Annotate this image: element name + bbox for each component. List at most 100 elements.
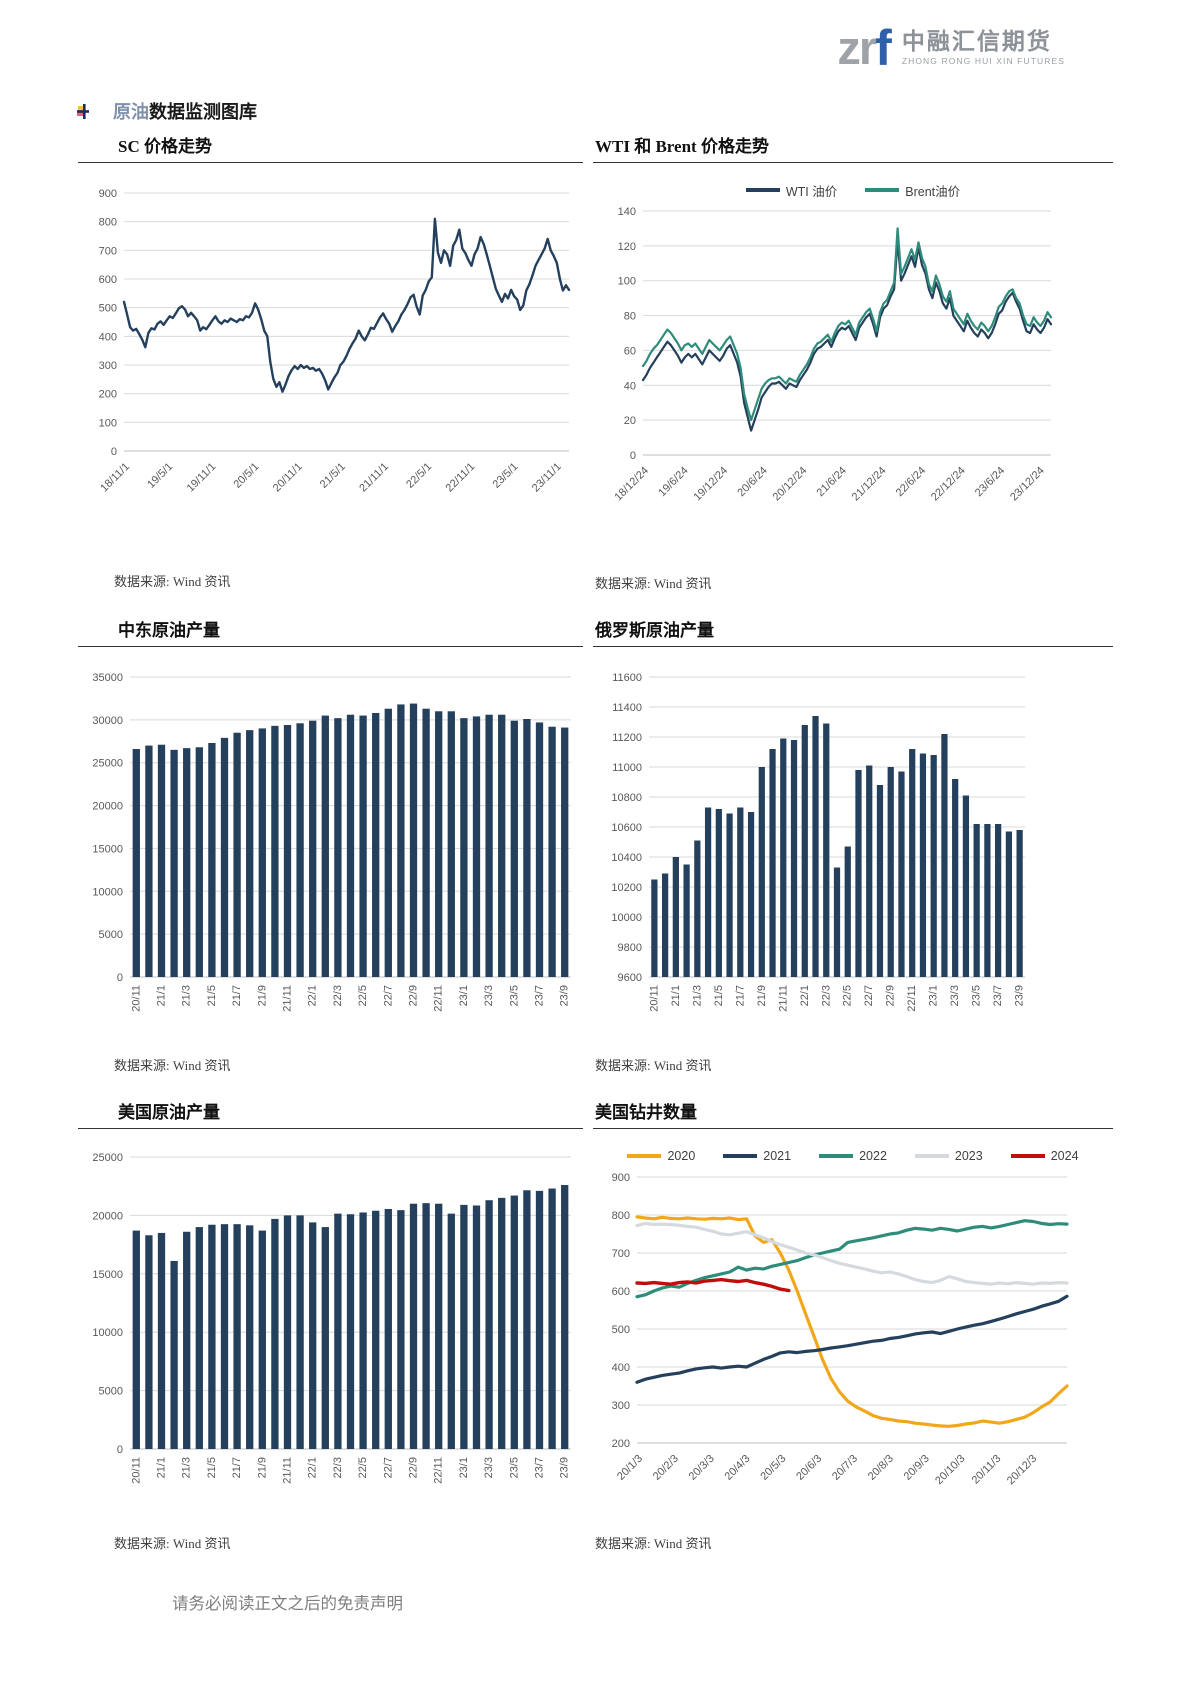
svg-text:5000: 5000 [99, 1386, 123, 1398]
svg-text:22/3: 22/3 [332, 985, 344, 1006]
svg-text:11400: 11400 [612, 702, 642, 714]
svg-text:23/12/24: 23/12/24 [1008, 465, 1047, 504]
svg-text:30000: 30000 [92, 715, 123, 727]
legend-label: WTI 油价 [785, 184, 838, 199]
svg-text:23/7: 23/7 [534, 1457, 546, 1478]
svg-text:22/11: 22/11 [433, 985, 445, 1012]
legend-item: 2022 [819, 1149, 887, 1163]
disclaimer-text: 请务必阅读正文之后的免责声明 [172, 1594, 403, 1613]
middle-east-production-chart: 0 5000 10000 15000 20000 25000 30000 35000 20/11… [78, 663, 583, 1033]
svg-text:21/3: 21/3 [691, 985, 703, 1006]
legend-item: Brent油价 [865, 181, 960, 200]
anchor-bullet-icon [76, 103, 91, 119]
svg-text:700: 700 [99, 245, 117, 257]
svg-text:25000: 25000 [92, 758, 123, 770]
svg-text:20/6/3: 20/6/3 [794, 1453, 824, 1483]
legend: WTI 油价 Brent油价 [593, 179, 1113, 201]
svg-text:20/1/3: 20/1/3 [615, 1453, 645, 1483]
svg-text:20/11/1: 20/11/1 [271, 461, 305, 495]
svg-text:23/5: 23/5 [508, 985, 520, 1006]
svg-text:22/5/1: 22/5/1 [404, 461, 434, 491]
svg-text:600: 600 [99, 274, 117, 286]
us-production-chart: 0 5000 10000 15000 20000 25000 20/11 21/1 21/3 21… [78, 1145, 583, 1505]
svg-text:22/5: 22/5 [842, 985, 854, 1006]
data-source: 数据来源: Wind 资讯 [114, 1536, 231, 1551]
svg-text:21/5: 21/5 [206, 985, 218, 1006]
legend-label: 2021 [763, 1149, 792, 1163]
svg-text:20/4/3: 20/4/3 [723, 1453, 753, 1483]
svg-text:21/1: 21/1 [670, 985, 682, 1006]
svg-text:20/11: 20/11 [130, 1457, 142, 1484]
title-divider [593, 646, 1113, 647]
chart-title: 美国原油产量 [118, 1103, 220, 1122]
svg-text:22/11: 22/11 [906, 985, 918, 1012]
svg-text:10200: 10200 [611, 882, 642, 894]
svg-text:19/5/1: 19/5/1 [145, 461, 175, 491]
data-source: 数据来源: Wind 资讯 [595, 1058, 712, 1073]
svg-text:35000: 35000 [92, 672, 123, 684]
svg-text:800: 800 [99, 217, 117, 229]
svg-text:21/11/1: 21/11/1 [357, 461, 391, 495]
svg-text:22/5: 22/5 [357, 985, 369, 1006]
legend-label: 2022 [859, 1149, 887, 1163]
svg-text:21/11: 21/11 [282, 985, 294, 1012]
legend-item: 2020 [627, 1149, 695, 1163]
svg-text:100: 100 [99, 417, 117, 429]
svg-text:600: 600 [612, 1286, 630, 1298]
svg-text:20: 20 [624, 415, 636, 427]
svg-text:120: 120 [618, 241, 636, 253]
us-production-cell: 美国原油产量 0 5000 10000 15000 20000 25000 20/11 21/… [78, 1098, 583, 1552]
company-name-en: ZHONG RONG HUI XIN FUTURES [901, 56, 1065, 66]
svg-text:200: 200 [99, 389, 117, 401]
company-name-cn: 中融汇信期货 [901, 28, 1052, 54]
title-divider [78, 162, 583, 163]
svg-text:22/7: 22/7 [382, 1457, 394, 1478]
svg-text:21/3: 21/3 [181, 1457, 193, 1478]
svg-text:21/3: 21/3 [181, 985, 193, 1006]
svg-text:0: 0 [117, 1444, 123, 1456]
svg-text:40: 40 [624, 380, 636, 392]
svg-text:10000: 10000 [92, 886, 123, 898]
svg-text:21/5: 21/5 [206, 1457, 218, 1478]
svg-text:10400: 10400 [611, 852, 642, 864]
svg-text:20/12/24: 20/12/24 [771, 465, 810, 504]
svg-text:18/12/24: 18/12/24 [612, 465, 651, 504]
svg-text:23/5/1: 23/5/1 [490, 461, 520, 491]
svg-text:200: 200 [612, 1438, 630, 1450]
svg-text:21/12/24: 21/12/24 [850, 465, 889, 504]
svg-text:10000: 10000 [611, 912, 642, 924]
legend-swatch [914, 1154, 949, 1158]
legend-swatch [627, 1154, 662, 1158]
wti-brent-chart: 0 20 40 60 80 100 120 140 18/12/24 19/6/24 19/12/2… [593, 203, 1113, 533]
page-title-rest: 数据监测图库 [149, 102, 257, 122]
legend-swatch [745, 188, 780, 192]
svg-text:19/12/24: 19/12/24 [692, 465, 731, 504]
svg-text:20/11: 20/11 [648, 985, 660, 1012]
svg-text:23/1: 23/1 [458, 985, 470, 1006]
svg-text:21/11: 21/11 [777, 985, 789, 1012]
svg-text:20/8/3: 20/8/3 [866, 1453, 896, 1483]
title-divider [593, 1128, 1113, 1129]
svg-text:21/7: 21/7 [231, 1457, 243, 1478]
svg-text:20000: 20000 [92, 1210, 123, 1222]
section-heading: 原油 数据监测图库 [76, 98, 1190, 124]
svg-text:23/3: 23/3 [483, 985, 495, 1006]
sc-price-chart: 0 100 200 300 400 500 600 700 800 900 18/11/1 19/5/… [78, 179, 583, 531]
svg-text:400: 400 [612, 1362, 630, 1374]
svg-text:23/9: 23/9 [559, 1457, 571, 1478]
svg-text:23/5: 23/5 [971, 985, 983, 1006]
svg-text:5000: 5000 [99, 929, 123, 941]
svg-text:22/6/24: 22/6/24 [894, 465, 928, 499]
svg-text:500: 500 [99, 303, 117, 315]
svg-text:0: 0 [117, 972, 123, 984]
svg-text:9600: 9600 [618, 972, 642, 984]
svg-text:22/9: 22/9 [408, 1457, 420, 1478]
svg-text:23/1: 23/1 [928, 985, 940, 1006]
svg-text:22/5: 22/5 [357, 1457, 369, 1478]
svg-text:20000: 20000 [92, 801, 123, 813]
svg-text:9800: 9800 [618, 942, 642, 954]
svg-text:22/7: 22/7 [382, 985, 394, 1006]
svg-text:21/6/24: 21/6/24 [815, 465, 849, 499]
svg-text:60: 60 [624, 345, 636, 357]
data-source: 数据来源: Wind 资讯 [595, 1536, 712, 1551]
